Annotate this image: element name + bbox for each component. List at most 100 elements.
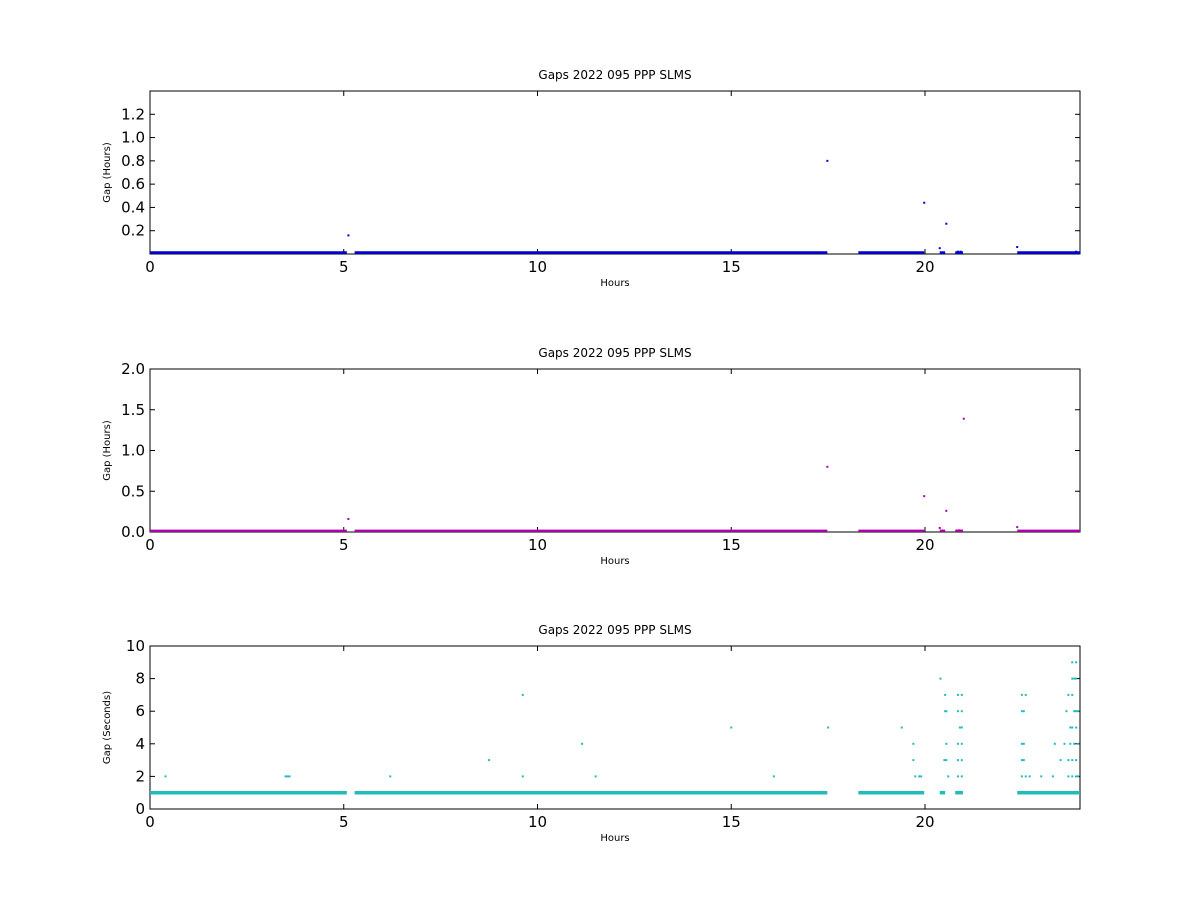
data-point [1067,693,1070,696]
plot-area [149,90,1081,255]
data-point [956,742,959,745]
chart-panel-1: Gaps 2022 095 PPP SLMS Hours Gap (Hours) 0 5… [102,68,1081,289]
plot-area [149,368,1081,533]
data-point [945,710,948,713]
x-tick-label: 5 [339,536,349,554]
data-point [164,775,167,778]
data-point [1040,775,1043,778]
data-point [956,693,959,696]
x-tick-label: 0 [145,813,155,831]
data-point [938,247,941,250]
data-point [958,791,961,794]
data-point [962,417,965,420]
data-point [1075,775,1078,778]
data-point [347,234,350,237]
data-point [1075,726,1078,729]
data-point [1020,742,1023,745]
y-tick-label: 0.5 [121,482,145,500]
data-point [581,742,584,745]
y-tick-label: 1.0 [121,129,145,147]
data-point [1024,775,1027,778]
series-marks [150,159,1080,254]
x-tick-label: 20 [915,536,934,554]
y-tick-label: 0.0 [121,523,145,541]
data-point [1022,759,1025,762]
chart-panel-3: Gaps 2022 095 PPP SLMS Hours Gap (Seconds)… [102,623,1081,844]
data-point [772,775,775,778]
y-tick-label: 0.2 [121,222,145,240]
data-point [1071,661,1074,664]
data-point [956,710,959,713]
data-point [943,759,946,762]
data-point [918,775,921,778]
y-tick-label: 0.4 [121,198,145,216]
y-tick-label: 1.0 [121,442,145,460]
y-axis-label: Gap (Seconds) [102,691,113,764]
data-point [945,742,948,745]
data-point [960,726,963,729]
data-point [1053,742,1056,745]
y-tick-label: 8 [135,670,145,688]
y-tick-label: 6 [135,702,145,720]
data-point [826,465,829,468]
data-point [1065,710,1068,713]
data-point [1022,710,1025,713]
data-point [1073,677,1076,680]
data-point [1069,726,1072,729]
data-point [1075,759,1078,762]
data-point [960,693,963,696]
series-marks [150,417,1080,532]
data-point [389,775,392,778]
data-point [1020,759,1023,762]
y-tick-label: 1.2 [121,105,145,123]
x-tick-label: 20 [915,258,934,276]
data-point [1024,693,1027,696]
data-point [347,517,350,520]
data-point [945,509,948,512]
data-point [914,775,917,778]
data-point [920,775,923,778]
x-tick-label: 0 [145,258,155,276]
data-point [1016,526,1019,529]
data-point [939,677,942,680]
x-tick-label: 15 [722,536,741,554]
data-point [956,775,959,778]
data-point [947,775,950,778]
data-point [1067,775,1070,778]
y-tick-label: 2.0 [121,360,145,378]
data-point [594,775,597,778]
data-point [1051,775,1054,778]
x-tick-label: 15 [722,813,741,831]
series-marks [150,661,1080,795]
x-tick-label: 5 [339,258,349,276]
data-point [1075,710,1078,713]
data-point [960,710,963,713]
data-point [1075,661,1078,664]
data-point [1028,775,1031,778]
x-tick-label: 5 [339,813,349,831]
x-tick-label: 0 [145,536,155,554]
plot-area [149,645,1081,810]
data-point [959,250,962,253]
data-point [1020,775,1023,778]
data-point [826,159,829,162]
y-tick-label: 0.6 [121,175,145,193]
y-axis-label: Gap (Hours) [102,142,113,203]
data-point [938,526,941,529]
data-point [960,775,963,778]
data-point [1022,742,1025,745]
data-point [1071,693,1074,696]
data-point [912,759,915,762]
x-tick-label: 10 [528,258,547,276]
data-point [521,775,524,778]
data-point [1020,693,1023,696]
x-tick-label: 10 [528,813,547,831]
data-point [1075,677,1078,680]
data-point [1067,759,1070,762]
x-axis-label: Hours [600,556,629,567]
data-point [1071,775,1074,778]
y-tick-label: 4 [135,735,145,753]
y-tick-label: 0.8 [121,152,145,170]
data-point [1016,246,1019,249]
data-point [1020,710,1023,713]
